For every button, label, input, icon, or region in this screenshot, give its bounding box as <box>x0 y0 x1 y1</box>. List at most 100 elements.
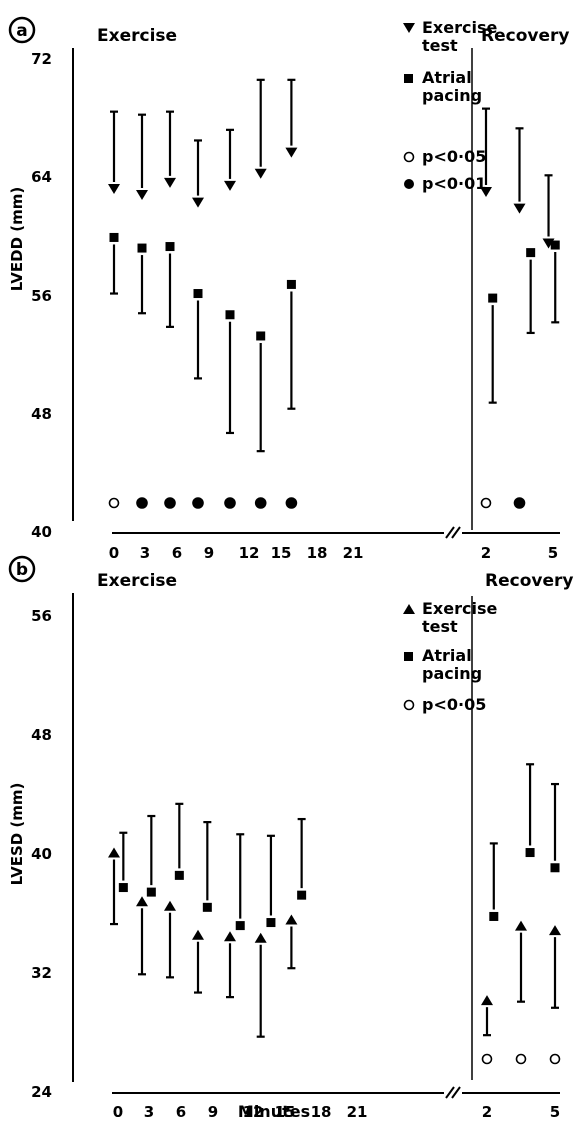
legend-exercise-test-line2: test <box>422 617 458 636</box>
exercise-test-point <box>254 932 267 943</box>
panel-b: b Exercise Recovery LVESD (mm) 24 32 40 … <box>8 555 573 1121</box>
exercise-test-point <box>515 920 527 931</box>
x-tick-label: 15 <box>275 1103 296 1121</box>
significance-p001-marker <box>254 497 267 509</box>
significance-p005-marker <box>108 497 120 509</box>
exercise-test-point <box>108 183 120 194</box>
atrial-pacing-point <box>165 242 175 252</box>
x-tick-label: 0 <box>113 1103 123 1121</box>
exercise-test-point <box>513 203 526 214</box>
x-tick-label: 0 <box>109 544 119 562</box>
x-tick-label: 12 <box>243 1103 264 1121</box>
x-tick-label: 5 <box>550 1103 560 1121</box>
significance-p001-marker <box>192 497 204 509</box>
x-tick-label: 2 <box>481 544 491 562</box>
exercise-test-point <box>192 197 204 208</box>
panel-b-x-ticks: 0 3 6 9 12 15 18 21 2 5 <box>113 1103 560 1121</box>
panel-a-label: a <box>16 21 27 41</box>
atrial-pacing-point <box>256 331 266 341</box>
legend-open-circle-icon <box>403 151 415 163</box>
panel-b-recovery-heading: Recovery <box>485 571 573 591</box>
legend-filled-circle-icon <box>404 179 414 189</box>
panel-b-legend: Exercise test Atrial pacing p<0·05 <box>403 599 497 714</box>
atrial-pacing-point <box>109 232 119 242</box>
atrial-pacing-point <box>235 921 245 931</box>
y-tick-label: 24 <box>31 1083 52 1101</box>
x-tick-label: 21 <box>343 544 364 562</box>
legend-exercise-test-line2: test <box>422 36 458 55</box>
x-tick-label: 21 <box>347 1103 368 1121</box>
panel-a-label-circle <box>8 16 36 44</box>
legend-triangle-down-icon <box>403 23 415 33</box>
y-tick-label: 64 <box>31 168 52 186</box>
atrial-pacing-point <box>118 883 128 893</box>
atrial-pacing-point <box>550 863 560 873</box>
exercise-test-point <box>224 180 236 191</box>
exercise-test-point <box>224 931 236 942</box>
y-tick-label: 56 <box>31 287 52 305</box>
panel-a-axis-break <box>445 526 461 539</box>
atrial-pacing-point <box>266 918 276 928</box>
x-tick-label: 5 <box>548 544 558 562</box>
atrial-pacing-point <box>550 240 560 250</box>
x-tick-label: 3 <box>140 544 150 562</box>
x-tick-label: 9 <box>204 544 214 562</box>
y-tick-label: 48 <box>31 405 52 423</box>
panel-a: a Exercise Recovery LVEDD (mm) 40 48 56 … <box>8 16 569 562</box>
panel-a-ylabel: LVEDD (mm) <box>8 187 26 291</box>
legend-p005: p<0·05 <box>422 695 486 714</box>
panel-a-y-ticks: 40 48 56 64 72 <box>31 50 52 541</box>
x-tick-label: 12 <box>239 544 260 562</box>
panel-a-x-ticks: 0 3 6 9 12 15 18 21 2 5 <box>109 544 558 562</box>
significance-p001-marker <box>285 497 298 509</box>
atrial-pacing-point <box>488 293 498 303</box>
x-tick-label: 2 <box>482 1103 492 1121</box>
x-tick-label: 9 <box>208 1103 218 1121</box>
significance-p001-marker <box>224 497 236 509</box>
significance-p001-marker <box>164 497 176 509</box>
legend-open-circle-icon <box>403 699 415 711</box>
exercise-test-point <box>480 186 492 197</box>
significance-p005-marker <box>549 1053 561 1065</box>
significance-p001-marker <box>513 497 526 509</box>
significance-p005-marker <box>515 1053 527 1065</box>
exercise-test-point <box>192 929 204 940</box>
atrial-pacing-point <box>225 310 235 320</box>
legend-square-icon <box>404 74 413 83</box>
atrial-pacing-point <box>174 870 184 880</box>
legend-atrial-pacing-line2: pacing <box>422 664 482 683</box>
exercise-test-point <box>549 925 561 936</box>
x-tick-label: 15 <box>271 544 292 562</box>
panel-b-label: b <box>16 560 28 580</box>
x-tick-label: 3 <box>144 1103 154 1121</box>
panel-a-legend: Exercise test Atrial pacing p<0·05 p<0·0… <box>403 18 497 193</box>
legend-p001: p<0·01 <box>422 174 486 193</box>
atrial-pacing-point <box>297 890 307 900</box>
panel-b-xlabel: Minutes <box>238 1102 310 1121</box>
exercise-test-point <box>285 147 298 158</box>
significance-p005-marker <box>481 1053 493 1065</box>
exercise-test-point <box>136 190 148 201</box>
exercise-test-point <box>254 168 267 179</box>
panel-a-data-marks <box>108 78 560 509</box>
atrial-pacing-point <box>202 902 212 912</box>
panel-b-ylabel: LVESD (mm) <box>8 783 26 886</box>
atrial-pacing-point <box>286 279 296 289</box>
legend-p005: p<0·05 <box>422 147 486 166</box>
legend-atrial-pacing-line1: Atrial <box>422 646 472 665</box>
atrial-pacing-point <box>146 887 156 897</box>
y-tick-label: 32 <box>31 964 52 982</box>
exercise-test-point <box>481 995 493 1006</box>
significance-p005-marker <box>480 497 492 509</box>
x-tick-label: 6 <box>176 1103 186 1121</box>
legend-square-icon <box>404 652 413 661</box>
panel-b-y-ticks: 24 32 40 48 56 <box>31 607 52 1101</box>
atrial-pacing-point <box>193 289 203 299</box>
significance-p001-marker <box>136 497 148 509</box>
legend-atrial-pacing-line2: pacing <box>422 86 482 105</box>
x-tick-label: 18 <box>311 1103 332 1121</box>
atrial-pacing-point <box>526 248 536 258</box>
panel-a-recovery-heading: Recovery <box>481 26 569 46</box>
legend-exercise-test-line1: Exercise <box>422 18 497 37</box>
